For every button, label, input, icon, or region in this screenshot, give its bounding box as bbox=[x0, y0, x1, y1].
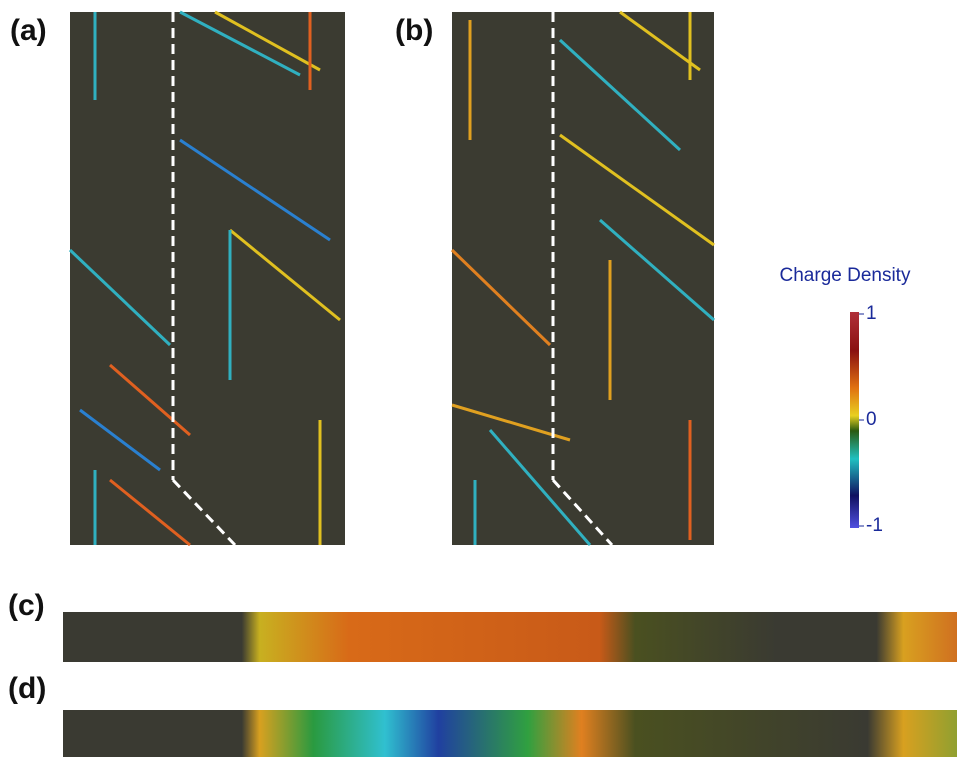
colorbar-tick-label: 1 bbox=[866, 303, 877, 324]
strip-image bbox=[63, 612, 957, 662]
panel-image bbox=[452, 12, 714, 545]
colorbar bbox=[850, 312, 859, 528]
colorbar-ticks: 1 0 -1 bbox=[859, 303, 883, 536]
panel-label: (a) bbox=[10, 14, 47, 47]
panel-label: (b) bbox=[395, 14, 433, 47]
panel-label: (c) bbox=[8, 589, 45, 622]
colorbar-tick-label: -1 bbox=[866, 515, 883, 536]
panel-lines bbox=[68, 10, 341, 547]
panel-lines bbox=[450, 10, 715, 546]
panel-label: (d) bbox=[8, 672, 46, 705]
strip-image bbox=[63, 710, 957, 757]
colorbar-tick-label: 0 bbox=[866, 409, 877, 430]
colorbar-title: Charge Density bbox=[780, 265, 911, 286]
panel-image bbox=[70, 12, 345, 545]
dashed-line bbox=[551, 478, 614, 547]
